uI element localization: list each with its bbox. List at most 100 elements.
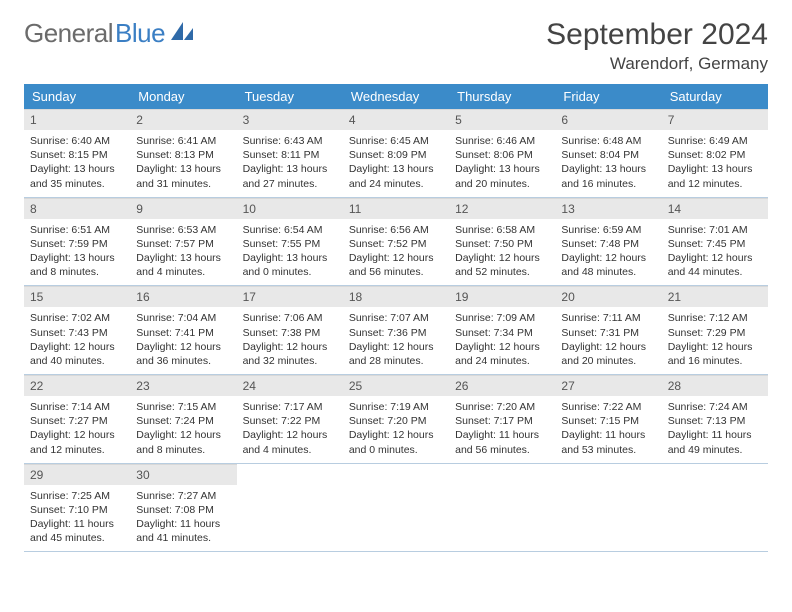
header: GeneralBlue September 2024 Warendorf, Ge… bbox=[24, 18, 768, 74]
calendar-day-cell: .. bbox=[237, 463, 343, 552]
calendar-day-cell: 11Sunrise: 6:56 AMSunset: 7:52 PMDayligh… bbox=[343, 197, 449, 286]
calendar-day-cell: 22Sunrise: 7:14 AMSunset: 7:27 PMDayligh… bbox=[24, 375, 130, 464]
day-number: 29 bbox=[24, 464, 130, 485]
calendar-day-cell: 9Sunrise: 6:53 AMSunset: 7:57 PMDaylight… bbox=[130, 197, 236, 286]
calendar-day-cell: 20Sunrise: 7:11 AMSunset: 7:31 PMDayligh… bbox=[555, 286, 661, 375]
day-number: 27 bbox=[555, 375, 661, 396]
weekday-header-row: SundayMondayTuesdayWednesdayThursdayFrid… bbox=[24, 84, 768, 109]
day-details: Sunrise: 6:49 AMSunset: 8:02 PMDaylight:… bbox=[662, 130, 768, 197]
day-details: Sunrise: 7:20 AMSunset: 7:17 PMDaylight:… bbox=[449, 396, 555, 463]
weekday-header: Monday bbox=[130, 84, 236, 109]
calendar-day-cell: .. bbox=[662, 463, 768, 552]
day-details: Sunrise: 7:17 AMSunset: 7:22 PMDaylight:… bbox=[237, 396, 343, 463]
sail-icon bbox=[169, 18, 195, 49]
calendar-day-cell: 26Sunrise: 7:20 AMSunset: 7:17 PMDayligh… bbox=[449, 375, 555, 464]
day-number: 24 bbox=[237, 375, 343, 396]
calendar-day-cell: 25Sunrise: 7:19 AMSunset: 7:20 PMDayligh… bbox=[343, 375, 449, 464]
day-number: 20 bbox=[555, 286, 661, 307]
brand-logo: GeneralBlue bbox=[24, 18, 195, 49]
day-details: Sunrise: 6:46 AMSunset: 8:06 PMDaylight:… bbox=[449, 130, 555, 197]
weekday-header: Saturday bbox=[662, 84, 768, 109]
calendar-day-cell: 10Sunrise: 6:54 AMSunset: 7:55 PMDayligh… bbox=[237, 197, 343, 286]
day-details: Sunrise: 6:40 AMSunset: 8:15 PMDaylight:… bbox=[24, 130, 130, 197]
day-details: Sunrise: 7:07 AMSunset: 7:36 PMDaylight:… bbox=[343, 307, 449, 374]
day-number: 19 bbox=[449, 286, 555, 307]
day-details: Sunrise: 6:54 AMSunset: 7:55 PMDaylight:… bbox=[237, 219, 343, 286]
calendar-week-row: 8Sunrise: 6:51 AMSunset: 7:59 PMDaylight… bbox=[24, 197, 768, 286]
day-number: 25 bbox=[343, 375, 449, 396]
calendar-day-cell: 30Sunrise: 7:27 AMSunset: 7:08 PMDayligh… bbox=[130, 463, 236, 552]
calendar-day-cell: 23Sunrise: 7:15 AMSunset: 7:24 PMDayligh… bbox=[130, 375, 236, 464]
day-details: Sunrise: 6:58 AMSunset: 7:50 PMDaylight:… bbox=[449, 219, 555, 286]
day-number: 15 bbox=[24, 286, 130, 307]
calendar-week-row: 15Sunrise: 7:02 AMSunset: 7:43 PMDayligh… bbox=[24, 286, 768, 375]
weekday-header: Tuesday bbox=[237, 84, 343, 109]
calendar-day-cell: 17Sunrise: 7:06 AMSunset: 7:38 PMDayligh… bbox=[237, 286, 343, 375]
calendar-day-cell: 6Sunrise: 6:48 AMSunset: 8:04 PMDaylight… bbox=[555, 109, 661, 197]
day-number: 5 bbox=[449, 109, 555, 130]
day-details: Sunrise: 6:51 AMSunset: 7:59 PMDaylight:… bbox=[24, 219, 130, 286]
day-details: Sunrise: 7:09 AMSunset: 7:34 PMDaylight:… bbox=[449, 307, 555, 374]
day-number: 14 bbox=[662, 198, 768, 219]
calendar-day-cell: 24Sunrise: 7:17 AMSunset: 7:22 PMDayligh… bbox=[237, 375, 343, 464]
day-number: 4 bbox=[343, 109, 449, 130]
day-number: 1 bbox=[24, 109, 130, 130]
calendar-day-cell: .. bbox=[555, 463, 661, 552]
calendar-week-row: 29Sunrise: 7:25 AMSunset: 7:10 PMDayligh… bbox=[24, 463, 768, 552]
calendar-day-cell: 1Sunrise: 6:40 AMSunset: 8:15 PMDaylight… bbox=[24, 109, 130, 197]
day-number: 30 bbox=[130, 464, 236, 485]
calendar-week-row: 22Sunrise: 7:14 AMSunset: 7:27 PMDayligh… bbox=[24, 375, 768, 464]
location-label: Warendorf, Germany bbox=[546, 54, 768, 74]
calendar-day-cell: 7Sunrise: 6:49 AMSunset: 8:02 PMDaylight… bbox=[662, 109, 768, 197]
day-number: 11 bbox=[343, 198, 449, 219]
calendar-day-cell: 14Sunrise: 7:01 AMSunset: 7:45 PMDayligh… bbox=[662, 197, 768, 286]
day-details: Sunrise: 7:25 AMSunset: 7:10 PMDaylight:… bbox=[24, 485, 130, 552]
calendar-day-cell: 19Sunrise: 7:09 AMSunset: 7:34 PMDayligh… bbox=[449, 286, 555, 375]
day-details: Sunrise: 7:11 AMSunset: 7:31 PMDaylight:… bbox=[555, 307, 661, 374]
calendar-day-cell: 2Sunrise: 6:41 AMSunset: 8:13 PMDaylight… bbox=[130, 109, 236, 197]
calendar-day-cell: 5Sunrise: 6:46 AMSunset: 8:06 PMDaylight… bbox=[449, 109, 555, 197]
calendar-day-cell: 15Sunrise: 7:02 AMSunset: 7:43 PMDayligh… bbox=[24, 286, 130, 375]
day-number: 3 bbox=[237, 109, 343, 130]
calendar-day-cell: 12Sunrise: 6:58 AMSunset: 7:50 PMDayligh… bbox=[449, 197, 555, 286]
day-details: Sunrise: 6:53 AMSunset: 7:57 PMDaylight:… bbox=[130, 219, 236, 286]
calendar-table: SundayMondayTuesdayWednesdayThursdayFrid… bbox=[24, 84, 768, 552]
day-details: Sunrise: 7:14 AMSunset: 7:27 PMDaylight:… bbox=[24, 396, 130, 463]
calendar-day-cell: .. bbox=[449, 463, 555, 552]
day-number: 23 bbox=[130, 375, 236, 396]
day-number: 10 bbox=[237, 198, 343, 219]
brand-line2: Blue bbox=[115, 18, 165, 49]
day-details: Sunrise: 6:56 AMSunset: 7:52 PMDaylight:… bbox=[343, 219, 449, 286]
calendar-day-cell: 27Sunrise: 7:22 AMSunset: 7:15 PMDayligh… bbox=[555, 375, 661, 464]
calendar-day-cell: 18Sunrise: 7:07 AMSunset: 7:36 PMDayligh… bbox=[343, 286, 449, 375]
day-number: 8 bbox=[24, 198, 130, 219]
day-details: Sunrise: 7:04 AMSunset: 7:41 PMDaylight:… bbox=[130, 307, 236, 374]
calendar-week-row: 1Sunrise: 6:40 AMSunset: 8:15 PMDaylight… bbox=[24, 109, 768, 197]
day-number: 21 bbox=[662, 286, 768, 307]
day-details: Sunrise: 7:24 AMSunset: 7:13 PMDaylight:… bbox=[662, 396, 768, 463]
brand-line1: General bbox=[24, 18, 113, 49]
calendar-day-cell: 28Sunrise: 7:24 AMSunset: 7:13 PMDayligh… bbox=[662, 375, 768, 464]
calendar-day-cell: 3Sunrise: 6:43 AMSunset: 8:11 PMDaylight… bbox=[237, 109, 343, 197]
month-title: September 2024 bbox=[546, 18, 768, 52]
day-number: 17 bbox=[237, 286, 343, 307]
day-number: 6 bbox=[555, 109, 661, 130]
day-details: Sunrise: 6:48 AMSunset: 8:04 PMDaylight:… bbox=[555, 130, 661, 197]
day-number: 18 bbox=[343, 286, 449, 307]
day-details: Sunrise: 7:06 AMSunset: 7:38 PMDaylight:… bbox=[237, 307, 343, 374]
calendar-day-cell: 4Sunrise: 6:45 AMSunset: 8:09 PMDaylight… bbox=[343, 109, 449, 197]
day-number: 7 bbox=[662, 109, 768, 130]
day-details: Sunrise: 7:22 AMSunset: 7:15 PMDaylight:… bbox=[555, 396, 661, 463]
day-number: 12 bbox=[449, 198, 555, 219]
calendar-body: 1Sunrise: 6:40 AMSunset: 8:15 PMDaylight… bbox=[24, 109, 768, 552]
day-details: Sunrise: 7:15 AMSunset: 7:24 PMDaylight:… bbox=[130, 396, 236, 463]
day-number: 9 bbox=[130, 198, 236, 219]
weekday-header: Friday bbox=[555, 84, 661, 109]
day-details: Sunrise: 6:45 AMSunset: 8:09 PMDaylight:… bbox=[343, 130, 449, 197]
calendar-day-cell: 8Sunrise: 6:51 AMSunset: 7:59 PMDaylight… bbox=[24, 197, 130, 286]
day-number: 16 bbox=[130, 286, 236, 307]
day-details: Sunrise: 7:02 AMSunset: 7:43 PMDaylight:… bbox=[24, 307, 130, 374]
calendar-day-cell: 16Sunrise: 7:04 AMSunset: 7:41 PMDayligh… bbox=[130, 286, 236, 375]
day-details: Sunrise: 7:01 AMSunset: 7:45 PMDaylight:… bbox=[662, 219, 768, 286]
day-number: 28 bbox=[662, 375, 768, 396]
